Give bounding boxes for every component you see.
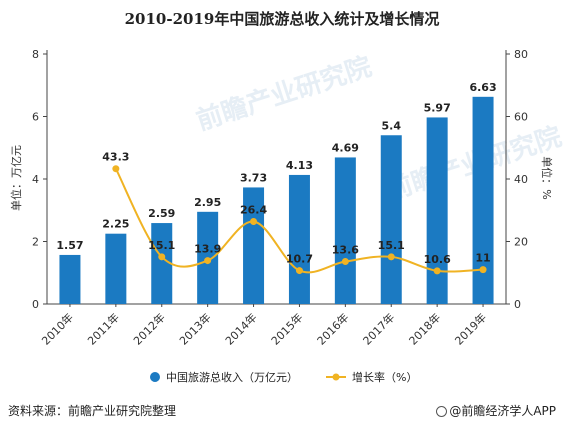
bar-value-label: 6.63: [469, 81, 496, 94]
bar-value-label: 5.97: [424, 101, 451, 114]
y-right-tick-label: 80: [514, 48, 528, 61]
growth-value-label: 15.1: [378, 239, 405, 252]
bar: [334, 157, 356, 304]
growth-value-label: 26.4: [240, 204, 267, 217]
y-left-tick-label: 2: [32, 236, 39, 249]
bar-value-label: 3.73: [240, 171, 267, 184]
x-tick-label: 2016年: [314, 310, 351, 347]
x-tick-label: 2010年: [39, 310, 76, 347]
growth-value-label: 13.9: [194, 243, 221, 256]
bar: [243, 187, 265, 304]
y-axis-right-title: 单位：%: [540, 156, 554, 199]
x-tick-label: 2018年: [406, 310, 443, 347]
x-tick-label: 2014年: [222, 310, 259, 347]
bar: [151, 223, 173, 304]
growth-value-label: 11: [475, 252, 490, 265]
bar: [472, 96, 494, 304]
y-left-tick-label: 0: [32, 298, 39, 311]
growth-point: [250, 218, 258, 225]
bar-value-label: 1.57: [56, 239, 83, 252]
brand-logo-icon: [436, 406, 448, 417]
growth-value-label: 43.3: [102, 151, 129, 164]
watermark-text: 前瞻产业研究院: [193, 51, 376, 137]
bar-value-label: 4.69: [332, 141, 359, 154]
bar: [380, 135, 402, 304]
brand-note: @前瞻经济学人APP: [436, 402, 556, 419]
growth-point: [433, 267, 441, 275]
growth-point: [112, 165, 120, 173]
legend-line-marker: [332, 373, 340, 381]
y-left-tick-label: 6: [32, 111, 39, 124]
growth-point: [295, 267, 303, 275]
source-note: 资料来源：前瞻产业研究院整理: [8, 404, 177, 418]
growth-point: [158, 253, 166, 261]
bar-value-label: 2.59: [148, 207, 175, 220]
x-tick-label: 2017年: [360, 310, 397, 347]
brand-label: @前瞻经济学人APP: [449, 404, 556, 418]
bar: [288, 174, 310, 304]
growth-value-label: 10.6: [424, 253, 451, 266]
y-right-tick-label: 40: [514, 173, 528, 186]
bar: [426, 117, 448, 304]
legend-line-label: 增长率（%）: [352, 370, 417, 384]
y-right-tick-label: 20: [514, 236, 528, 249]
growth-value-label: 13.6: [332, 244, 359, 257]
growth-point: [479, 266, 487, 274]
y-right-tick-label: 0: [514, 298, 521, 311]
bar: [59, 254, 81, 304]
legend-bar-swatch: [150, 372, 160, 382]
y-left-tick-label: 8: [32, 48, 39, 61]
growth-point: [387, 253, 395, 261]
legend-bar-label: 中国旅游总收入（万亿元）: [166, 370, 298, 384]
y-left-tick-label: 4: [32, 173, 39, 186]
x-tick-label: 2012年: [130, 310, 167, 347]
growth-value-label: 10.7: [286, 253, 313, 266]
bar-value-label: 2.95: [194, 196, 221, 209]
x-tick-label: 2013年: [176, 310, 213, 347]
bar-value-label: 4.13: [286, 159, 313, 172]
x-tick-label: 2011年: [84, 310, 121, 347]
bar-value-label: 5.4: [382, 119, 402, 132]
y-right-tick-label: 60: [514, 111, 528, 124]
y-axis-left-title: 单位：万亿元: [9, 145, 23, 211]
x-tick-label: 2019年: [452, 310, 489, 347]
bar: [105, 233, 127, 304]
x-tick-label: 2015年: [268, 310, 305, 347]
growth-value-label: 15.1: [148, 239, 175, 252]
growth-point: [341, 258, 349, 265]
growth-point: [204, 257, 212, 265]
chart-title: 2010-2019年中国旅游总收入统计及增长情况: [124, 10, 440, 28]
bar-value-label: 2.25: [102, 218, 129, 231]
